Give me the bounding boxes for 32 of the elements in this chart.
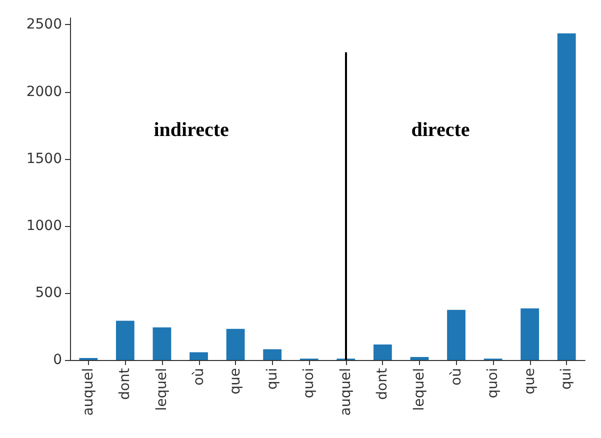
bar — [557, 33, 576, 360]
y-tick-label: 500 — [35, 284, 62, 301]
bar — [226, 328, 245, 360]
x-tick-label: qui — [558, 368, 575, 390]
y-tick-label: 2500 — [26, 16, 62, 33]
bar — [190, 352, 208, 360]
bar — [152, 327, 172, 360]
x-tick-label: auquel — [80, 368, 96, 416]
x-tick-label: qui — [264, 368, 280, 390]
bar — [373, 344, 392, 360]
x-tick-label: quoi — [301, 368, 318, 398]
y-tick-label: 2000 — [26, 84, 62, 100]
bar — [520, 308, 540, 360]
bar — [263, 349, 282, 360]
bar — [410, 357, 429, 360]
x-tick-label: où — [448, 368, 464, 386]
x-tick-label: dont — [374, 368, 391, 400]
bar — [447, 310, 466, 360]
x-tick-label: quoi — [485, 368, 502, 398]
annotation: directe — [411, 119, 470, 141]
x-tick-label: que — [522, 368, 538, 394]
y-tick-label: 1000 — [26, 218, 62, 234]
x-tick-label: lequel — [154, 368, 170, 411]
bar — [116, 320, 134, 360]
x-tick-label: lequel — [411, 368, 428, 411]
annotation: indirecte — [154, 119, 230, 141]
x-tick-label: dont — [117, 368, 134, 400]
x-tick-label: auquel — [338, 368, 354, 416]
x-tick-label: où — [190, 368, 207, 386]
y-tick-label: 1500 — [26, 150, 62, 167]
x-tick-label: que — [228, 368, 244, 394]
y-tick-label: 0 — [53, 352, 62, 368]
